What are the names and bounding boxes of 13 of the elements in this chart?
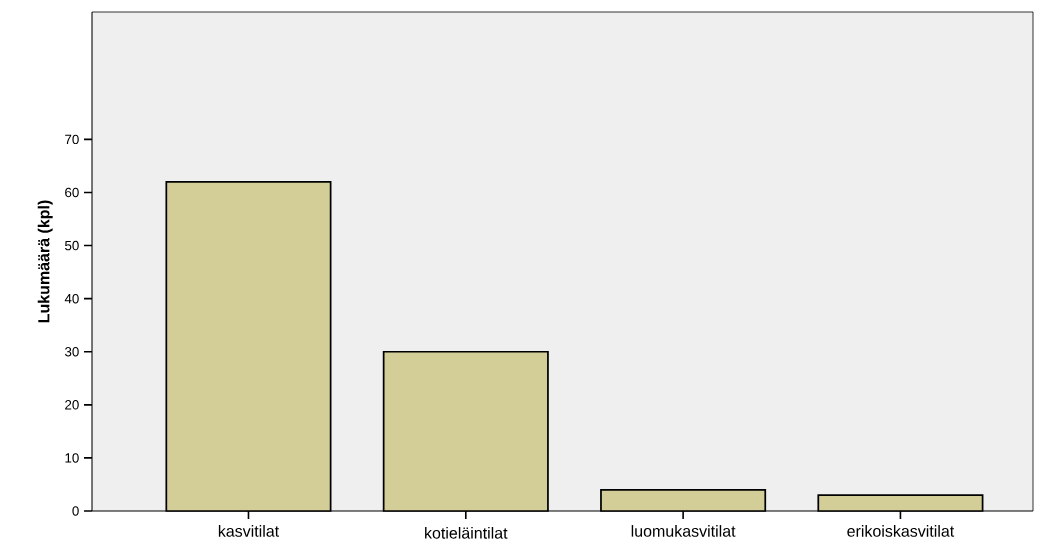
- y-tick-label: 30: [64, 347, 79, 357]
- y-tick-label: 0: [72, 506, 79, 516]
- y-tick-label: 60: [65, 187, 79, 198]
- x-tick-label: luomukasvitilat: [631, 525, 736, 537]
- y-tick-label: 50: [65, 240, 79, 251]
- y-tick-label: 10: [65, 453, 79, 463]
- y-tick-label: 70: [65, 134, 79, 145]
- x-tick-label: kotieläintilat: [425, 526, 508, 539]
- y-tick-label: 40: [64, 293, 79, 304]
- y-axis-title: Lukumäärä (kpl): [37, 200, 53, 323]
- x-tick-label: erikoiskasvitilat: [847, 525, 955, 537]
- y-tick-label: 20: [65, 400, 79, 410]
- x-tick-label: kasvitilat: [218, 525, 280, 537]
